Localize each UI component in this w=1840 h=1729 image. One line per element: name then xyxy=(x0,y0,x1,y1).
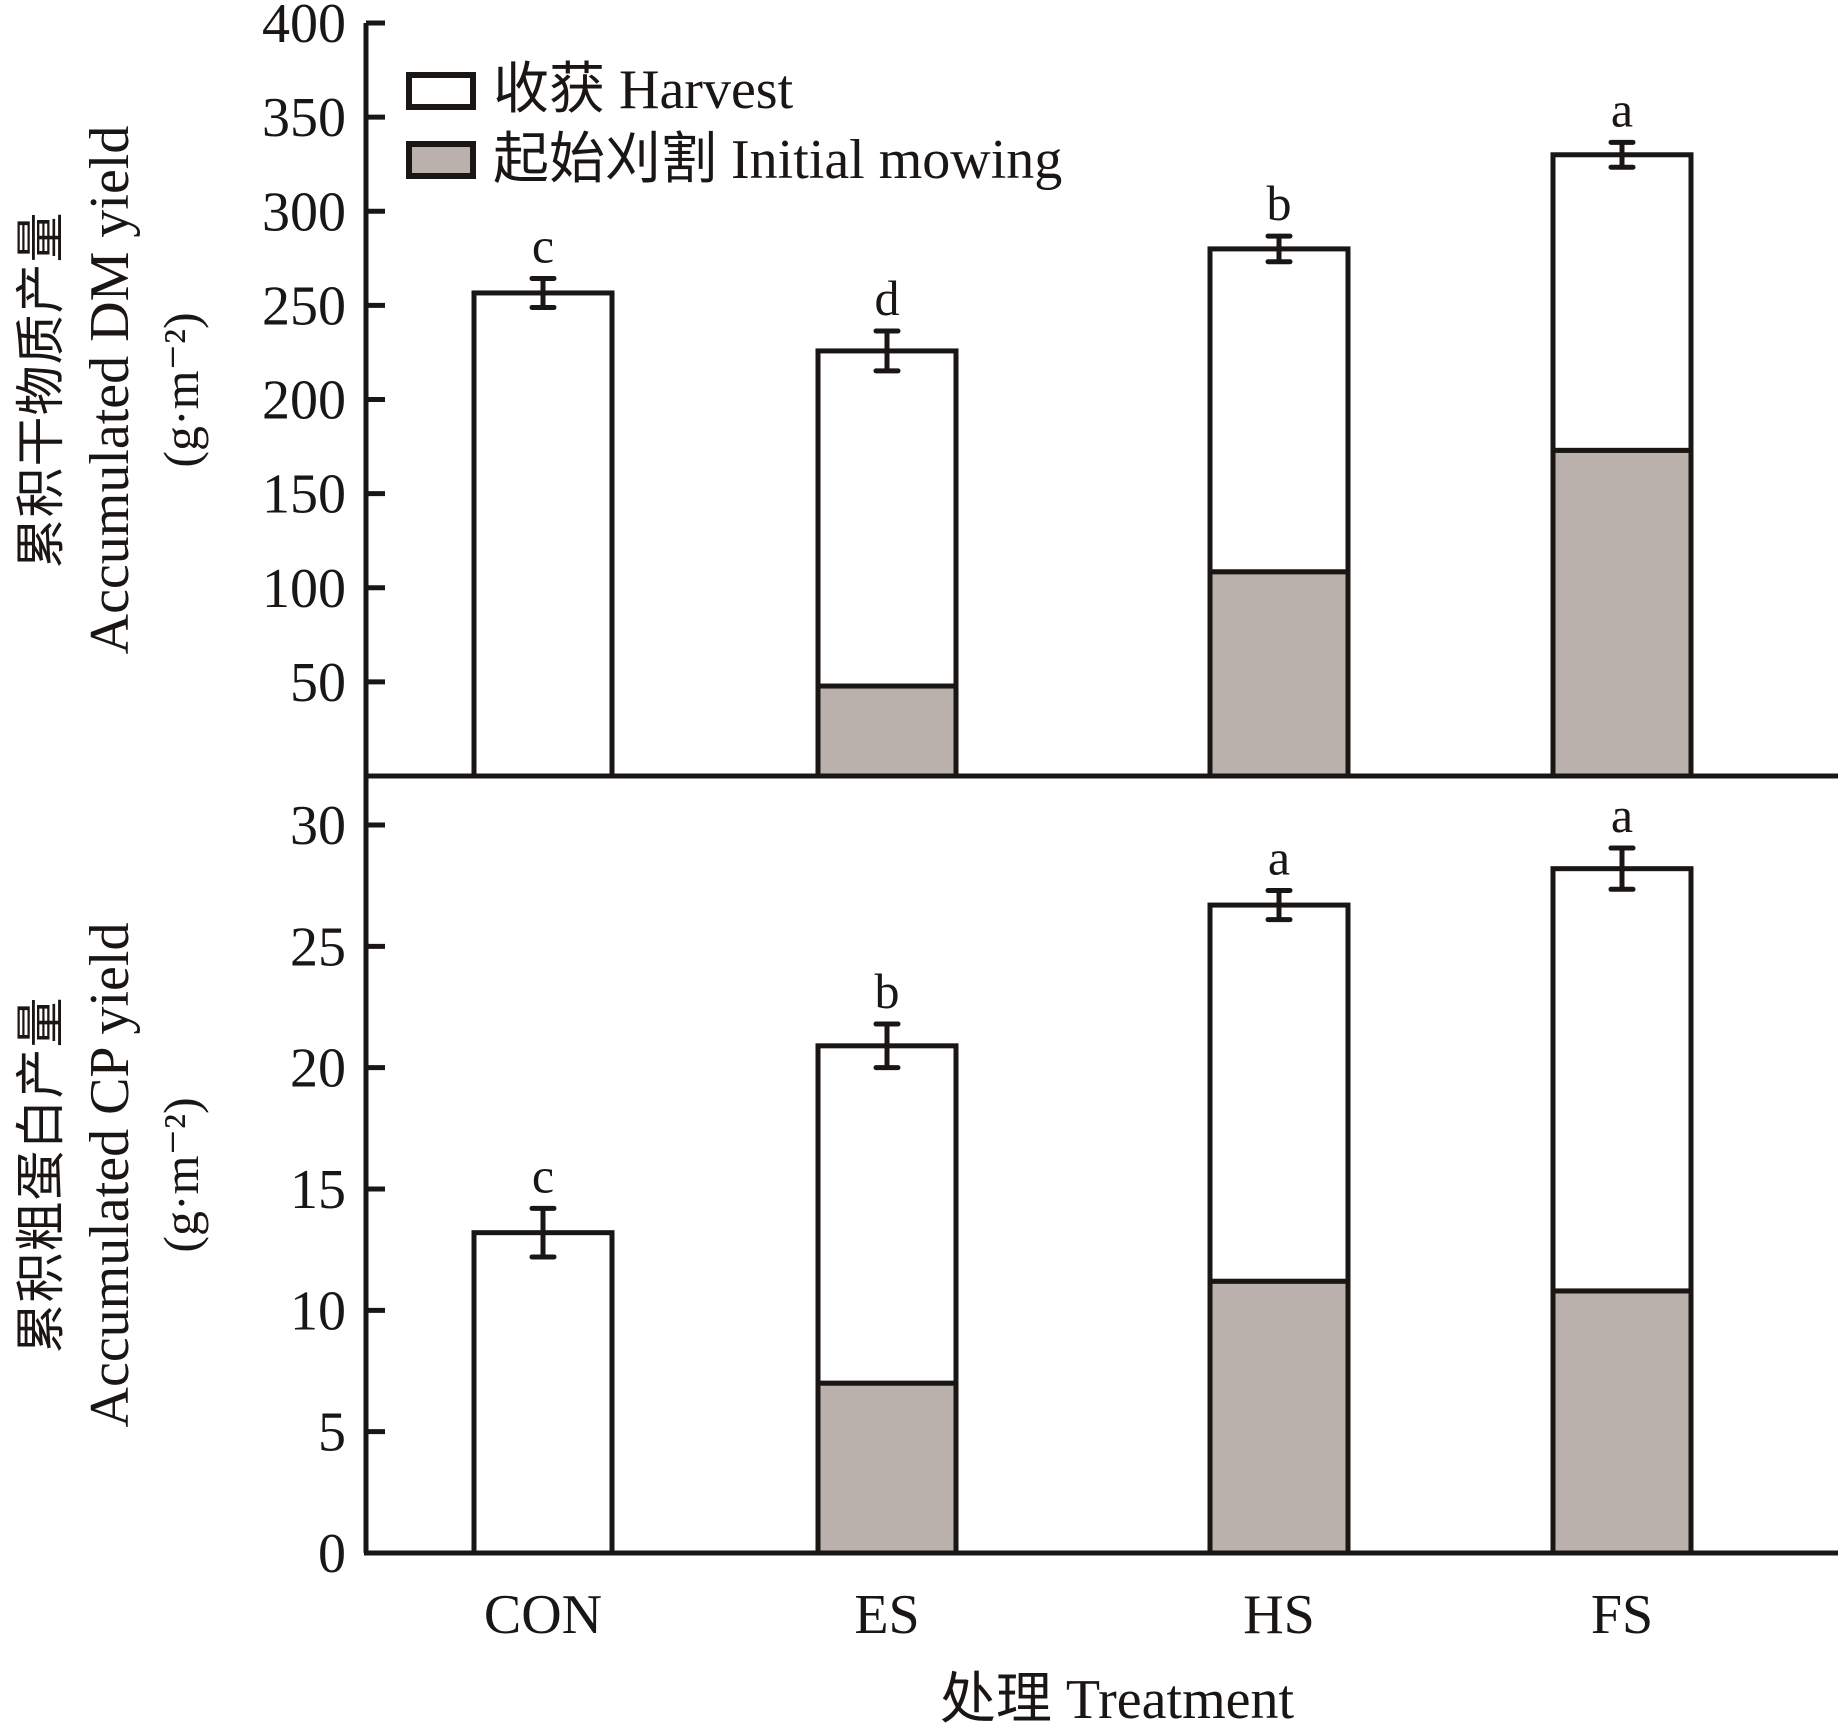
bars-group xyxy=(471,139,1694,1556)
top-bar-initial-es xyxy=(815,683,959,779)
top-bar-initial-hs xyxy=(1207,569,1351,779)
bottom-y-tick-label: 5 xyxy=(318,1402,346,1464)
top-y-axis-title-line-3: (g·m⁻²) xyxy=(153,312,209,467)
legend-swatch-harvest xyxy=(406,72,476,110)
top-bar-initial-fs xyxy=(1550,447,1694,779)
bottom-bar-initial-fs xyxy=(1550,1288,1694,1556)
top-bar-harvest-es xyxy=(815,348,959,689)
bottom-significance-label-es: b xyxy=(875,963,900,1019)
top-y-axis-title-line-1: 累积干物质产量 xyxy=(13,212,69,569)
bottom-y-axis-title-line-2: Accumulated CP yield xyxy=(79,923,141,1428)
top-bar-harvest-con xyxy=(471,290,615,779)
top-significance-label-fs: a xyxy=(1611,81,1633,137)
bottom-bar-harvest-es xyxy=(815,1043,959,1386)
bottom-bar-initial-es xyxy=(815,1380,959,1556)
bottom-bar-harvest-hs xyxy=(1207,902,1351,1284)
legend-label-harvest: 收获 Harvest xyxy=(493,59,794,121)
legend: 收获 Harvest 起始刈割 Initial mowing xyxy=(406,59,1062,191)
bottom-y-axis-title-line-1: 累积粗蛋白产量 xyxy=(13,997,69,1354)
top-y-tick-label: 150 xyxy=(262,464,346,526)
bottom-bar-harvest-fs xyxy=(1550,866,1694,1294)
bottom-y-tick-label: 0 xyxy=(318,1523,346,1585)
bottom-bar-initial-hs xyxy=(1207,1278,1351,1556)
top-y-axis-title-line-2: Accumulated DM yield xyxy=(79,126,141,655)
top-y-tick-label: 400 xyxy=(262,0,346,55)
top-y-tick-label: 350 xyxy=(262,87,346,149)
top-bar-harvest-fs xyxy=(1550,152,1694,453)
bottom-bar-harvest-con xyxy=(471,1230,615,1556)
bottom-significance-label-con: c xyxy=(532,1147,554,1203)
x-tick-label-es: ES xyxy=(854,1584,919,1646)
bottom-y-tick-label: 25 xyxy=(290,916,346,978)
bottom-y-axis-title-line-3: (g·m⁻²) xyxy=(153,1097,209,1252)
x-tick-label-fs: FS xyxy=(1591,1584,1653,1646)
top-significance-label-es: d xyxy=(875,270,900,326)
bottom-significance-label-fs: a xyxy=(1611,787,1633,843)
x-tick-label-con: CON xyxy=(484,1584,602,1646)
top-y-tick-label: 50 xyxy=(290,652,346,714)
bottom-y-tick-label: 10 xyxy=(290,1280,346,1342)
x-tick-label-hs: HS xyxy=(1243,1584,1315,1646)
top-significance-label-hs: b xyxy=(1267,175,1292,231)
x-axis-title: 处理 Treatment xyxy=(940,1669,1295,1729)
bottom-y-tick-label: 20 xyxy=(290,1038,346,1100)
top-y-tick-label: 200 xyxy=(262,370,346,432)
bottom-y-tick-label: 15 xyxy=(290,1159,346,1221)
legend-label-initial-mowing: 起始刈割 Initial mowing xyxy=(493,129,1062,191)
bottom-y-tick-label: 30 xyxy=(290,795,346,857)
bottom-significance-label-hs: a xyxy=(1268,830,1290,886)
top-y-tick-label: 300 xyxy=(262,181,346,243)
top-bar-harvest-hs xyxy=(1207,246,1351,575)
top-y-tick-label: 250 xyxy=(262,275,346,337)
top-significance-label-con: c xyxy=(532,217,554,273)
legend-swatch-initial-mowing xyxy=(406,141,476,179)
top-y-tick-label: 100 xyxy=(262,558,346,620)
